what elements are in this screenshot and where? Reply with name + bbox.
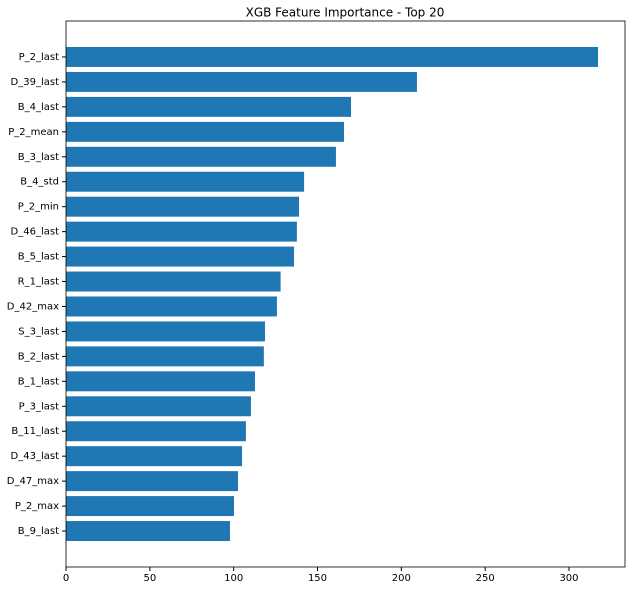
y-tick-label: B_5_last [18, 252, 59, 263]
bar [66, 221, 297, 242]
y-tick-label: B_2_last [18, 351, 59, 362]
axes-frame [65, 20, 626, 568]
bar [66, 96, 352, 117]
x-tick-label: 150 [308, 573, 327, 584]
bar [66, 171, 305, 192]
y-tick-label: D_39_last [11, 77, 60, 88]
chart-title: XGB Feature Importance - Top 20 [246, 6, 445, 20]
bar [66, 371, 255, 392]
bar [66, 71, 417, 92]
y-tick-label: B_11_last [11, 426, 59, 437]
y-tick-label: B_1_last [18, 376, 59, 387]
bar [66, 296, 277, 317]
y-tick-label: R_1_last [18, 277, 59, 288]
bar [66, 421, 246, 442]
bar [66, 446, 243, 467]
y-tick-label: B_4_last [18, 102, 59, 113]
bar [66, 196, 300, 217]
y-tick-label: P_2_mean [8, 127, 59, 138]
y-tick-label: D_46_last [11, 227, 60, 238]
y-tick-label: P_3_last [19, 401, 60, 412]
y-tick-label: B_4_std [20, 177, 59, 188]
x-tick-label: 200 [392, 573, 411, 584]
bar [66, 346, 264, 367]
x-tick-label: 0 [63, 573, 69, 584]
bar [66, 321, 266, 342]
bar [66, 271, 281, 292]
y-tick-label: D_42_max [7, 301, 59, 312]
y-tick-label: B_9_last [18, 526, 59, 537]
y-tick-label: S_3_last [18, 326, 59, 337]
bar [66, 246, 295, 267]
bar [66, 46, 599, 67]
x-tick-label: 100 [224, 573, 243, 584]
y-tick-label: D_43_last [11, 451, 60, 462]
x-tick-label: 300 [559, 573, 578, 584]
x-tick-label: 50 [143, 573, 156, 584]
bar [66, 121, 344, 142]
x-tick-label: 250 [476, 573, 495, 584]
y-tick-label: P_2_min [18, 202, 59, 213]
y-tick-label: P_2_last [19, 52, 60, 63]
bar [66, 396, 251, 417]
bar [66, 496, 235, 517]
bar [66, 471, 239, 492]
bar [66, 521, 230, 542]
bar [66, 146, 336, 167]
y-tick-label: D_47_max [7, 476, 59, 487]
y-tick-label: P_2_max [15, 501, 59, 512]
y-tick-label: B_3_last [18, 152, 59, 163]
